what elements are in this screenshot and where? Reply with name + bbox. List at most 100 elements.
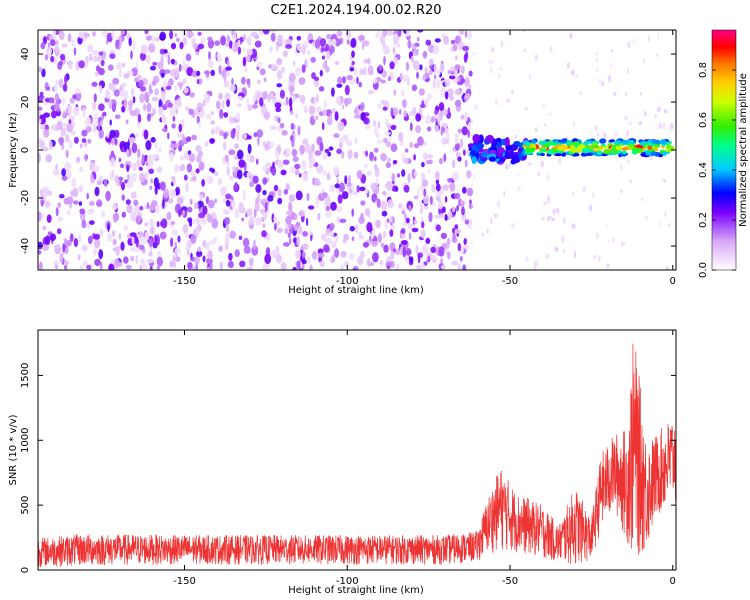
heatmap-cell: [360, 212, 364, 222]
heatmap-cell: [202, 99, 206, 108]
heatmap-cell: [171, 229, 179, 236]
heatmap-cell: [468, 122, 471, 130]
heatmap-cell: [457, 128, 463, 134]
heatmap-cell: [354, 137, 358, 144]
heatmap-cell: [390, 107, 394, 118]
heatmap-cell: [283, 189, 289, 195]
heatmap-cell: [307, 49, 310, 56]
heatmap-cell: [254, 40, 262, 48]
heatmap-cell: [273, 216, 278, 222]
heatmap-cell: [54, 93, 60, 102]
heatmap-cell: [504, 137, 510, 147]
heatmap-cell: [45, 235, 51, 246]
heatmap-cell: [211, 218, 219, 229]
heatmap-cell: [590, 144, 599, 149]
heatmap-cell: [152, 61, 158, 66]
snr-x-tick-label: -50: [502, 576, 518, 587]
heatmap-cell: [438, 246, 445, 257]
heatmap-cell: [120, 163, 124, 169]
heatmap-cell: [111, 102, 116, 113]
heatmap-cell: [569, 35, 572, 39]
heatmap-cell: [38, 118, 42, 124]
heatmap-cell: [654, 144, 660, 148]
heatmap-cell: [73, 136, 79, 144]
heatmap-cell: [210, 120, 216, 125]
heatmap-cell: [318, 86, 325, 92]
heatmap-cell: [109, 119, 112, 126]
heatmap-cell: [151, 200, 158, 207]
snr-x-label: Height of straight line (km): [288, 585, 424, 596]
heatmap-cell: [246, 208, 253, 217]
heatmap-cell: [655, 53, 659, 57]
heatmap-cell: [567, 61, 570, 69]
heatmap-cell: [290, 87, 293, 97]
heatmap-cell: [148, 43, 156, 54]
heatmap-cell: [620, 163, 623, 171]
heatmap-cell: [351, 60, 355, 66]
heatmap-cell: [40, 124, 46, 131]
heatmap-cell: [307, 256, 311, 264]
heatmap-cell: [494, 213, 498, 219]
heatmap-cell: [269, 166, 273, 173]
heatmap-cell: [169, 30, 174, 40]
heatmap-cell: [161, 218, 168, 229]
heatmap-cell: [605, 222, 608, 230]
heatmap-cell: [143, 129, 149, 140]
heatmap-cell: [469, 199, 472, 205]
heatmap-cell: [401, 89, 405, 97]
heatmap-cell: [246, 48, 253, 56]
heatmap-cell: [459, 30, 465, 36]
heatmap-cell: [344, 175, 348, 185]
heatmap-cell: [46, 86, 50, 91]
heatmap-cell: [517, 186, 521, 191]
heatmap-cell: [67, 209, 71, 216]
heatmap-cell: [380, 200, 387, 210]
heatmap-cell: [641, 197, 644, 201]
heatmap-cell: [292, 156, 299, 163]
snr-panel: -150 -100 -50 0 0 500 1000 1500 Height of stra…: [8, 329, 677, 596]
heatmap-cell: [159, 181, 166, 191]
heatmap-cell: [246, 266, 254, 270]
heatmap-cell: [331, 87, 335, 97]
heatmap-cell: [310, 56, 317, 63]
heatmap-cell: [302, 231, 308, 237]
heatmap-cell: [413, 143, 420, 149]
snr-y-ticks: 0 500 1000 1500: [20, 363, 676, 573]
heatmap-cell: [372, 252, 379, 263]
heatmap-cell: [259, 30, 264, 35]
heatmap-cell: [475, 142, 484, 149]
heatmap-cell: [337, 194, 343, 204]
heatmap-cell: [501, 40, 504, 48]
heatmap-cell: [394, 37, 399, 42]
heatmap-cell: [79, 208, 86, 215]
heatmap-cell: [246, 36, 252, 46]
heatmap-cell: [481, 232, 484, 237]
heatmap-cell: [225, 223, 229, 233]
heatmap-cell: [159, 231, 167, 240]
heatmap-cell: [125, 199, 131, 205]
heatmap-cell: [93, 247, 97, 256]
heatmap-cell: [439, 157, 443, 165]
heatmap-cell: [375, 32, 379, 39]
heatmap-cell: [596, 231, 599, 240]
heatmap-cell: [407, 39, 412, 49]
heatmap-cell: [173, 164, 180, 173]
heatmap-cell: [462, 45, 470, 52]
heatmap-cell: [253, 208, 257, 218]
heatmap-cell: [69, 97, 75, 104]
heatmap-cell: [336, 206, 342, 213]
heatmap-cell: [432, 45, 440, 55]
heatmap-cell: [264, 253, 272, 265]
heatmap-cell: [443, 153, 447, 163]
heatmap-cell: [276, 70, 283, 80]
heatmap-cell: [58, 137, 65, 144]
heatmap-cell: [373, 120, 376, 127]
heatmap-cell: [62, 97, 65, 106]
heatmap-cell: [645, 151, 653, 156]
heatmap-cell: [170, 237, 174, 248]
heatmap-cell: [234, 181, 238, 192]
heatmap-cell: [357, 255, 364, 266]
heatmap-cell: [136, 148, 141, 159]
heatmap-cell: [360, 102, 364, 112]
heatmap-cell: [42, 146, 49, 152]
